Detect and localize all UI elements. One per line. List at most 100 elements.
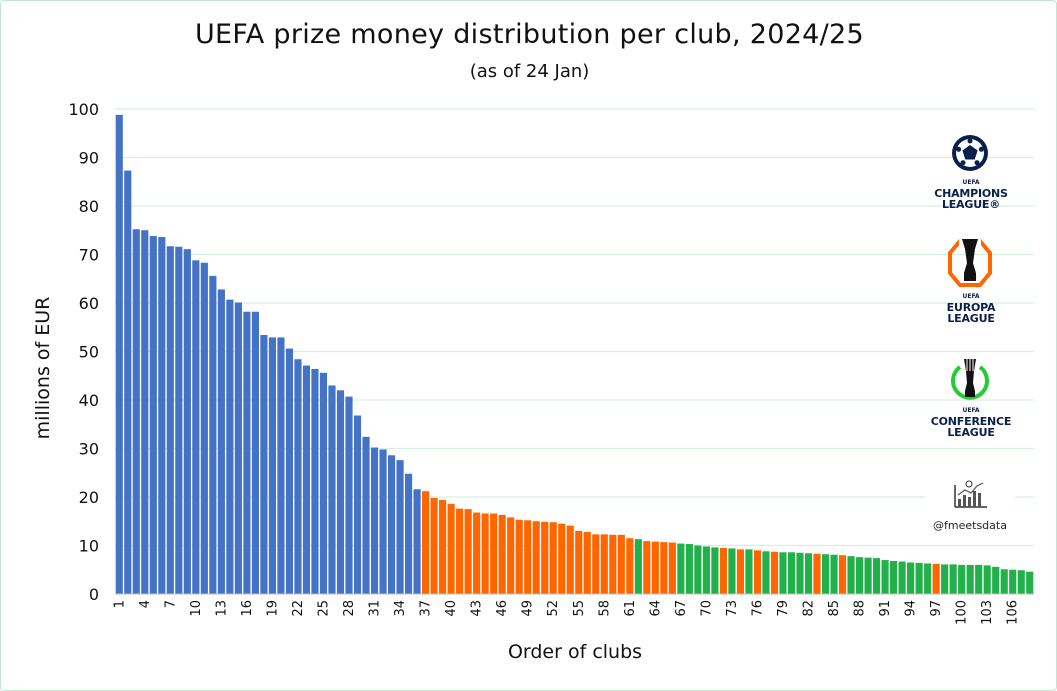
europa-league-icon (948, 237, 992, 287)
bar-club-39 (439, 499, 447, 594)
bar-club-13 (217, 289, 225, 594)
bar-club-102 (975, 564, 983, 594)
x-tick-label: 7 (163, 600, 178, 608)
bar-club-1 (115, 114, 123, 594)
y-axis-ticks: 0 10 20 30 40 50 60 70 80 90 100 (68, 100, 99, 604)
bar-club-29 (353, 415, 362, 594)
bar-club-18 (260, 335, 268, 594)
bar-club-30 (362, 436, 370, 594)
bar-club-86 (838, 555, 847, 594)
x-tick-label: 103 (980, 600, 995, 625)
bar-club-42 (464, 509, 472, 595)
bar-club-48 (515, 519, 523, 594)
bar-club-3 (132, 229, 140, 594)
bar-club-32 (379, 449, 387, 594)
bar-club-84 (821, 554, 830, 594)
x-tick-label: 13 (214, 600, 229, 617)
x-tick-label: 40 (444, 600, 459, 617)
y-axis-title: millions of EUR (32, 296, 54, 440)
bar-club-37 (422, 491, 430, 594)
x-tick-label: 28 (342, 600, 357, 617)
x-tick-label: 94 (904, 600, 919, 617)
bar-club-16 (243, 311, 251, 594)
x-tick-label: 79 (776, 600, 791, 617)
ucl-uefa-label: UEFA (962, 179, 980, 186)
x-tick-label: 91 (878, 600, 893, 617)
bar-club-83 (813, 553, 821, 594)
y-tick-label: 10 (79, 537, 99, 556)
x-tick-label: 19 (265, 600, 280, 617)
bar-club-31 (370, 447, 379, 594)
bar-club-103 (983, 565, 991, 594)
bar-club-55 (575, 530, 583, 594)
bar-club-93 (898, 561, 906, 594)
bar-club-104 (992, 566, 1000, 594)
bar-club-80 (787, 552, 796, 594)
bar-club-64 (651, 541, 659, 594)
bar-club-19 (268, 337, 276, 594)
bar-club-6 (158, 237, 166, 595)
bar-club-12 (209, 275, 217, 594)
bar-club-96 (924, 563, 932, 594)
bar-club-107 (1017, 570, 1025, 594)
bar-club-52 (549, 522, 557, 594)
bar-club-34 (396, 460, 404, 594)
x-tick-label: 4 (138, 600, 153, 608)
x-tick-label: 37 (419, 600, 434, 617)
x-tick-label: 16 (240, 600, 255, 617)
gridlines (115, 108, 1034, 547)
bar-club-67 (677, 543, 685, 594)
x-tick-label: 64 (648, 600, 663, 617)
bar-club-85 (830, 554, 838, 594)
bar-club-25 (319, 372, 328, 594)
bar-club-91 (881, 560, 889, 594)
bar-club-82 (804, 553, 813, 594)
bar-club-47 (507, 517, 515, 594)
uecl-league-label: LEAGUE (947, 426, 995, 439)
x-tick-label: 100 (955, 600, 970, 625)
y-tick-label: 50 (79, 343, 99, 362)
x-tick-label: 106 (1006, 600, 1021, 625)
y-tick-label: 60 (79, 294, 99, 313)
credit-badge: @fmeetsdata (925, 475, 1015, 537)
bar-club-68 (685, 544, 693, 594)
bar-club-11 (200, 262, 208, 594)
bar-club-63 (643, 541, 651, 594)
ucl-league-label: LEAGUE® (941, 198, 1001, 211)
x-tick-label: 88 (853, 600, 868, 617)
x-tick-label: 25 (316, 600, 331, 617)
bar-club-75 (745, 549, 753, 594)
bar-club-2 (124, 170, 132, 594)
x-tick-label: 52 (546, 600, 561, 617)
bar-club-56 (583, 531, 591, 594)
x-tick-label: 1 (112, 600, 127, 608)
bar-club-101 (966, 564, 974, 594)
bar-club-74 (736, 549, 745, 594)
bar-club-90 (873, 558, 881, 594)
bar-club-59 (609, 534, 617, 594)
bar-club-79 (779, 552, 787, 594)
bar-club-22 (294, 359, 302, 594)
y-tick-label: 30 (79, 440, 99, 459)
bar-club-87 (847, 556, 855, 594)
x-tick-label: 31 (368, 600, 383, 617)
uel-league-label: LEAGUE (947, 312, 995, 325)
conference-league-icon (951, 359, 989, 400)
bar-club-44 (481, 513, 489, 594)
x-tick-label: 46 (495, 600, 510, 617)
bars (115, 114, 1034, 595)
bar-club-15 (234, 302, 242, 594)
bar-club-61 (626, 538, 634, 594)
bar-club-17 (251, 311, 259, 594)
bar-club-20 (277, 337, 285, 594)
x-tick-label: 61 (623, 600, 638, 617)
x-tick-label: 10 (189, 600, 204, 617)
chart-logo-icon (954, 480, 987, 508)
bar-club-7 (166, 246, 174, 594)
bar-club-99 (949, 564, 957, 594)
x-tick-label: 82 (802, 600, 817, 617)
x-tick-label: 22 (291, 600, 306, 617)
bar-club-46 (498, 514, 506, 594)
bar-club-27 (336, 390, 345, 594)
